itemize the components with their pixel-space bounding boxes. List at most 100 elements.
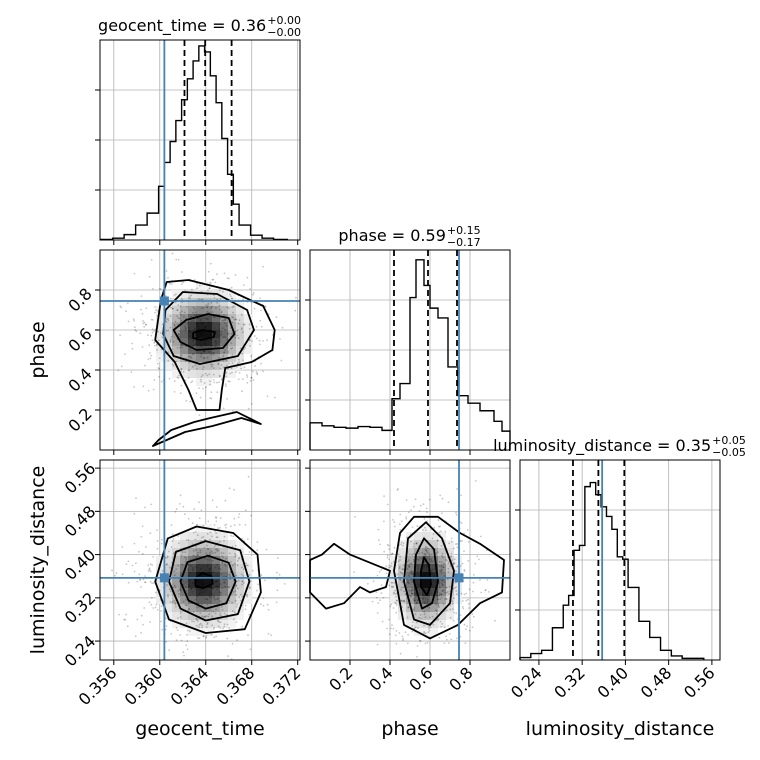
sample-point — [439, 592, 441, 595]
contour-luminosity_distance_vs_phase-level-3 — [403, 521, 455, 626]
sample-point — [445, 597, 448, 600]
sample-point — [190, 315, 193, 318]
sample-point — [235, 554, 237, 557]
sample-point — [249, 380, 252, 382]
sample-point — [428, 626, 430, 628]
contour-phase_vs_geocent_time-level-5 — [151, 411, 262, 447]
sample-point — [204, 326, 207, 328]
sample-point — [119, 334, 121, 337]
sample-point — [188, 608, 191, 610]
density-cell — [220, 572, 228, 580]
sample-point — [381, 620, 384, 623]
sample-point — [214, 307, 217, 309]
sample-point — [206, 623, 209, 625]
sample-point — [421, 552, 423, 554]
sample-point — [433, 526, 436, 529]
sample-point — [230, 347, 233, 350]
sample-point — [426, 511, 428, 514]
sample-point — [445, 609, 448, 612]
density-cell — [196, 370, 204, 378]
sample-point — [395, 596, 397, 598]
sample-point — [223, 535, 226, 538]
sample-point — [424, 545, 427, 548]
density-cell — [212, 306, 220, 314]
sample-point — [226, 306, 229, 309]
sample-point — [169, 297, 172, 300]
sample-point — [197, 317, 200, 320]
title-luminosity_distance: luminosity_distance = 0.35 +0.05−0.05 — [493, 434, 746, 459]
density-cell — [188, 604, 196, 612]
sample-point — [416, 645, 419, 647]
density-cell — [188, 596, 196, 604]
density-cell — [228, 604, 236, 612]
sample-point — [207, 317, 210, 320]
sample-point — [244, 604, 247, 607]
sample-point — [385, 572, 388, 575]
sample-point — [198, 414, 201, 416]
sample-point — [209, 334, 212, 337]
sample-point — [410, 571, 412, 573]
sample-point — [174, 320, 177, 323]
sample-point — [415, 542, 418, 544]
sample-point — [192, 569, 195, 572]
contour-luminosity_distance_vs_geocent_time-level-4 — [154, 525, 262, 634]
density-cell — [164, 322, 172, 330]
density-cell — [406, 612, 414, 620]
sample-point — [400, 588, 402, 591]
sample-point — [234, 318, 237, 321]
sample-point — [212, 373, 215, 376]
sample-point — [271, 334, 274, 336]
sample-point — [195, 334, 198, 337]
sample-point — [199, 567, 202, 570]
sample-point — [206, 565, 209, 568]
sample-point — [439, 570, 442, 573]
sample-point — [213, 524, 216, 526]
sample-point — [232, 311, 235, 314]
sample-point — [451, 603, 454, 605]
density-cell — [244, 564, 252, 572]
sample-point — [141, 552, 144, 555]
sample-point — [175, 627, 178, 629]
sample-point — [179, 616, 182, 618]
density-cell — [220, 532, 228, 540]
sample-point — [173, 551, 176, 554]
sample-point — [252, 293, 254, 296]
sample-point — [192, 568, 195, 570]
sample-point — [157, 367, 160, 369]
sample-point — [423, 565, 426, 567]
sample-point — [237, 378, 240, 380]
density-cell — [212, 620, 220, 628]
sample-point — [228, 599, 231, 602]
sample-point — [235, 594, 238, 596]
sample-point — [210, 550, 213, 553]
sample-point — [187, 539, 190, 541]
sample-point — [431, 568, 434, 571]
sample-point — [151, 328, 154, 331]
sample-point — [467, 607, 470, 609]
panel-frame-2-1 — [309, 459, 511, 661]
sample-point — [438, 525, 440, 528]
sample-point — [439, 598, 442, 601]
sample-point — [192, 306, 195, 309]
density-cell — [446, 548, 454, 556]
sample-point — [213, 327, 216, 329]
sample-point — [219, 593, 222, 596]
sample-point — [199, 591, 202, 594]
sample-point — [196, 606, 198, 609]
sample-point — [136, 618, 139, 621]
sample-point — [219, 583, 222, 585]
density-cell — [204, 378, 212, 386]
sample-point — [222, 627, 225, 630]
sample-point — [410, 590, 413, 593]
sample-point — [437, 619, 439, 622]
sample-point — [199, 612, 202, 614]
sample-point — [208, 373, 211, 376]
sample-point — [412, 588, 415, 591]
sample-point — [144, 323, 147, 326]
sample-point — [392, 519, 394, 521]
sample-point — [228, 586, 231, 588]
sample-point — [226, 613, 229, 616]
density-cell — [236, 580, 244, 588]
sample-point — [442, 578, 445, 581]
sample-point — [436, 594, 438, 597]
